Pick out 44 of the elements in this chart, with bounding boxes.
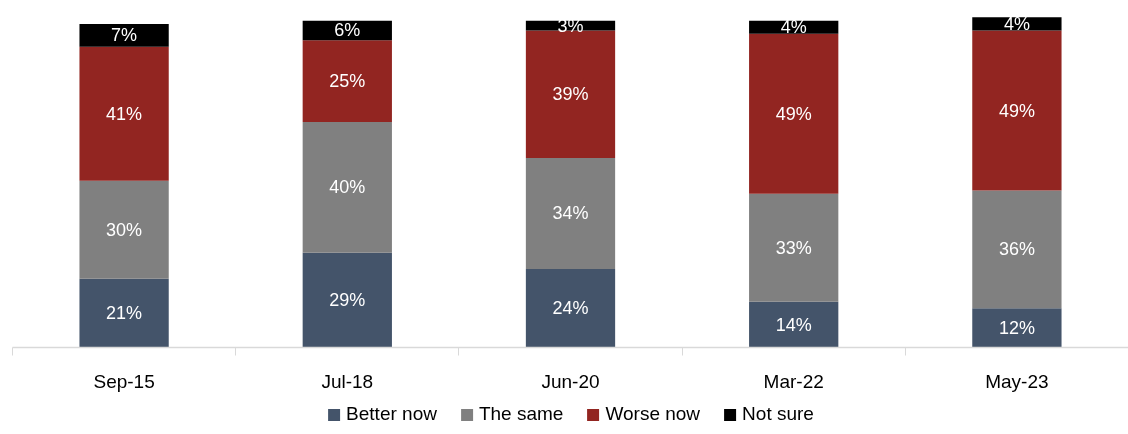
legend-label: Better now (346, 403, 437, 425)
x-tick-label: May-23 (985, 370, 1049, 392)
data-label: 4% (1003, 13, 1030, 34)
bar (302, 121, 392, 253)
bar (79, 46, 169, 181)
data-label: 25% (329, 71, 366, 92)
data-label: 29% (329, 290, 366, 311)
bar (302, 252, 392, 348)
data-label: 4% (780, 17, 807, 38)
data-label: 36% (998, 239, 1035, 260)
data-label: 6% (334, 20, 361, 41)
data-label: 33% (775, 237, 812, 258)
x-tick-label: Jun-20 (541, 370, 600, 392)
bar (525, 30, 616, 158)
bar (525, 157, 616, 270)
bar (79, 23, 169, 47)
data-label: 40% (329, 177, 366, 198)
bar (749, 33, 839, 194)
data-label: 30% (106, 219, 143, 240)
data-label: 49% (775, 103, 812, 124)
bar (525, 269, 616, 348)
data-label: 24% (552, 298, 589, 319)
legend-label: The same (478, 403, 564, 425)
bar (972, 190, 1062, 309)
data-label: 39% (552, 84, 589, 105)
x-tick-label: Sep-15 (93, 370, 155, 392)
data-label: 49% (998, 100, 1035, 121)
bar (749, 301, 839, 348)
data-label: 41% (106, 103, 143, 124)
legend-label: Worse now (605, 403, 701, 425)
x-tick-label: Jul-18 (321, 370, 374, 392)
legend-label: Not sure (742, 403, 814, 425)
bar (972, 308, 1062, 348)
data-label: 12% (998, 317, 1035, 338)
bar (79, 180, 169, 279)
data-label: 7% (111, 25, 138, 46)
bar (79, 278, 169, 348)
bar (302, 40, 392, 122)
data-label: 34% (552, 203, 589, 224)
bar (749, 193, 839, 302)
bar (972, 30, 1062, 191)
data-label: 21% (106, 303, 143, 324)
data-label: 14% (775, 314, 812, 335)
x-tick-label: Mar-22 (763, 370, 824, 392)
